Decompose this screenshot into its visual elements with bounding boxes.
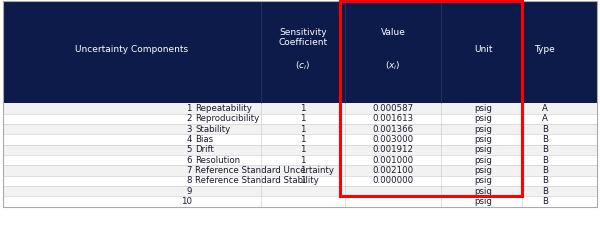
- Text: Uncertainty Components: Uncertainty Components: [76, 45, 188, 54]
- Bar: [3, 196, 597, 207]
- Text: Resolution: Resolution: [195, 156, 240, 165]
- Text: 1: 1: [300, 176, 306, 185]
- Text: psig: psig: [474, 187, 492, 196]
- Text: B: B: [542, 187, 548, 196]
- Bar: [3, 103, 597, 114]
- Text: 9: 9: [187, 187, 192, 196]
- Bar: [3, 145, 597, 155]
- Bar: [3, 124, 597, 134]
- Text: 1: 1: [187, 104, 192, 113]
- Text: 0.001912: 0.001912: [373, 145, 413, 154]
- Text: Reference Standard Stability: Reference Standard Stability: [195, 176, 319, 185]
- Text: 8: 8: [187, 176, 192, 185]
- Text: psig: psig: [474, 104, 492, 113]
- Text: psig: psig: [474, 166, 492, 175]
- Text: B: B: [542, 156, 548, 165]
- Text: psig: psig: [474, 114, 492, 123]
- Text: B: B: [542, 197, 548, 206]
- Text: 1: 1: [300, 166, 306, 175]
- Text: 0.000587: 0.000587: [373, 104, 413, 113]
- Text: 0.001613: 0.001613: [373, 114, 413, 123]
- Text: 4: 4: [187, 135, 192, 144]
- Text: 1: 1: [300, 145, 306, 154]
- Bar: [3, 114, 597, 124]
- Text: Bias: Bias: [195, 135, 213, 144]
- Text: 3: 3: [187, 125, 192, 134]
- Bar: [3, 186, 597, 196]
- Bar: [3, 1, 597, 207]
- Bar: [3, 176, 597, 186]
- Text: 6: 6: [187, 156, 192, 165]
- Bar: [3, 155, 597, 165]
- Text: psig: psig: [474, 176, 492, 185]
- Text: 0.003000: 0.003000: [373, 135, 413, 144]
- Text: 1: 1: [300, 114, 306, 123]
- Text: Value


$(x_i)$: Value $(x_i)$: [380, 28, 406, 72]
- Text: B: B: [542, 135, 548, 144]
- Text: 10: 10: [181, 197, 192, 206]
- Text: Repeatability: Repeatability: [195, 104, 252, 113]
- Text: B: B: [542, 125, 548, 134]
- Text: psig: psig: [474, 156, 492, 165]
- Text: A: A: [542, 114, 548, 123]
- Text: 5: 5: [187, 145, 192, 154]
- Text: 0.002100: 0.002100: [373, 166, 413, 175]
- Text: B: B: [542, 166, 548, 175]
- Bar: [3, 165, 597, 176]
- Text: Reference Standard Uncertainty: Reference Standard Uncertainty: [195, 166, 334, 175]
- Text: psig: psig: [474, 145, 492, 154]
- Bar: [3, 134, 597, 145]
- Text: 1: 1: [300, 156, 306, 165]
- Text: 1: 1: [300, 104, 306, 113]
- Text: Type: Type: [535, 45, 555, 54]
- Bar: [340, 1, 522, 196]
- Text: 1: 1: [300, 135, 306, 144]
- Text: 7: 7: [187, 166, 192, 175]
- Text: Drift: Drift: [195, 145, 214, 154]
- Text: Sensitivity
Coefficient

$(c_i)$: Sensitivity Coefficient $(c_i)$: [278, 28, 328, 72]
- Text: Unit: Unit: [474, 45, 492, 54]
- Text: 0.001366: 0.001366: [373, 125, 413, 134]
- Text: 0.000000: 0.000000: [373, 176, 413, 185]
- Text: 1: 1: [300, 125, 306, 134]
- Text: B: B: [542, 176, 548, 185]
- Text: psig: psig: [474, 197, 492, 206]
- Text: 0.001000: 0.001000: [373, 156, 413, 165]
- Text: 2: 2: [187, 114, 192, 123]
- Bar: [3, 1, 597, 103]
- Text: psig: psig: [474, 125, 492, 134]
- Text: B: B: [542, 145, 548, 154]
- Text: psig: psig: [474, 135, 492, 144]
- Text: Stability: Stability: [195, 125, 230, 134]
- Text: Reproducibility: Reproducibility: [195, 114, 259, 123]
- Text: A: A: [542, 104, 548, 113]
